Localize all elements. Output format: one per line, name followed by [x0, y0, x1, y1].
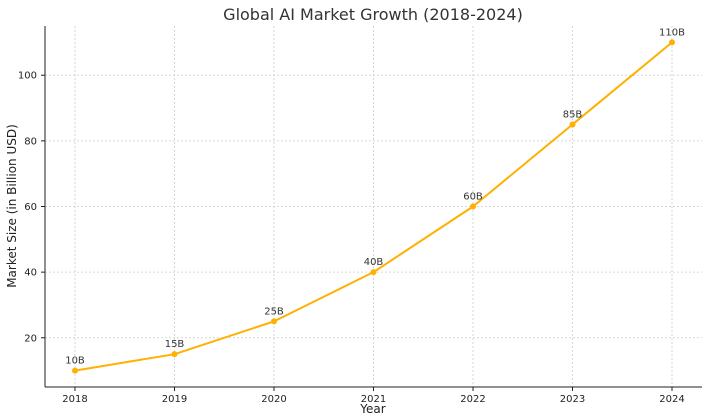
data-points	[72, 39, 675, 374]
chart-title: Global AI Market Growth (2018-2024)	[223, 5, 523, 24]
data-label: 25B	[264, 306, 284, 317]
data-label: 60B	[463, 192, 483, 203]
grid-lines	[45, 26, 702, 387]
x-tick-label: 2022	[460, 394, 485, 405]
x-tick-label: 2021	[361, 394, 386, 405]
x-tick-label: 2023	[560, 394, 585, 405]
y-tick-label: 20	[24, 333, 37, 344]
data-point	[569, 121, 576, 128]
data-label: 10B	[65, 356, 85, 367]
y-tick-label: 40	[24, 268, 37, 279]
y-axis-label: Market Size (in Billion USD)	[5, 124, 19, 288]
data-point	[271, 318, 277, 325]
data-point	[669, 39, 675, 46]
y-tick-label: 60	[24, 202, 37, 213]
x-axis-ticks: 2018 2019 2020 2021 2022 2023 2024	[62, 387, 685, 405]
data-label: 110B	[659, 27, 685, 38]
x-tick-label: 2018	[62, 394, 87, 405]
y-tick-label: 80	[24, 136, 37, 147]
data-labels: 10B 15B 25B 40B 60B 85B 110B	[65, 27, 685, 366]
data-point	[171, 351, 178, 358]
data-label: 15B	[165, 339, 185, 350]
x-tick-label: 2024	[659, 394, 684, 405]
y-axis-ticks: 20 40 60 80 100	[18, 71, 45, 344]
x-tick-label: 2020	[261, 394, 286, 405]
x-tick-label: 2019	[162, 394, 187, 405]
x-axis-label: Year	[359, 402, 385, 416]
y-tick-label: 100	[18, 71, 37, 82]
data-label: 40B	[364, 257, 384, 268]
data-point	[72, 367, 78, 374]
data-label: 85B	[563, 109, 583, 120]
data-point	[370, 269, 377, 276]
data-point	[470, 203, 476, 210]
